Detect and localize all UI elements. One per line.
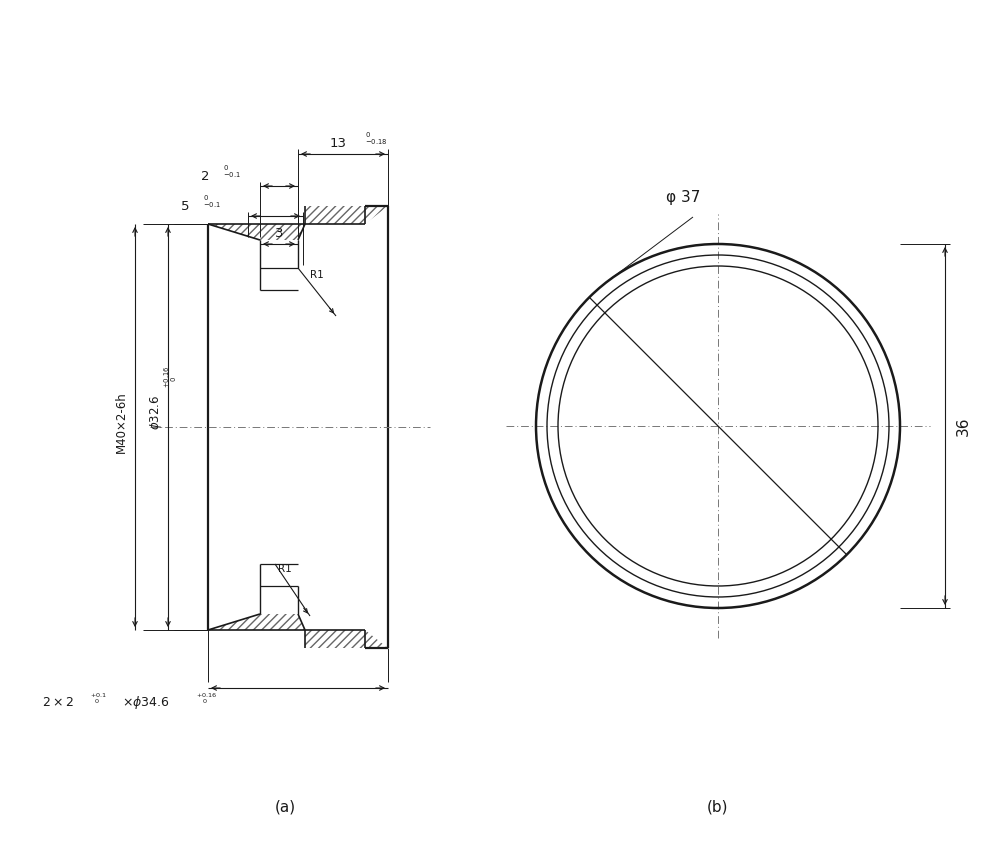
Text: 5: 5 [181, 200, 189, 213]
Text: 2: 2 [201, 170, 209, 183]
Text: 13: 13 [330, 137, 347, 150]
Text: 36: 36 [955, 417, 970, 436]
Text: R1: R1 [278, 564, 292, 574]
Text: 3: 3 [275, 227, 283, 240]
Text: (b): (b) [707, 799, 729, 814]
Text: $\times\phi34.6$: $\times\phi34.6$ [122, 694, 170, 711]
Text: φ 37: φ 37 [666, 190, 700, 205]
Text: $^{+0.16}_{\ \ \ 0}$: $^{+0.16}_{\ \ \ 0}$ [196, 692, 217, 707]
Text: $2\times2$: $2\times2$ [42, 696, 74, 709]
Text: $^{+0.1}_{\ \ 0}$: $^{+0.1}_{\ \ 0}$ [90, 692, 107, 707]
Text: $\phi$32.6: $\phi$32.6 [148, 394, 164, 430]
Text: $^{0}_{-0.1}$: $^{0}_{-0.1}$ [203, 193, 221, 210]
Text: $^{0}_{-0.1}$: $^{0}_{-0.1}$ [223, 163, 241, 180]
Text: (a): (a) [274, 799, 296, 814]
Text: $^{0}_{-0.18}$: $^{0}_{-0.18}$ [365, 130, 388, 147]
Text: $^{+0.16}_{\ \ \ 0}$: $^{+0.16}_{\ \ \ 0}$ [163, 365, 179, 388]
Text: M40×2-6h: M40×2-6h [114, 391, 128, 453]
Text: R1: R1 [310, 270, 324, 280]
